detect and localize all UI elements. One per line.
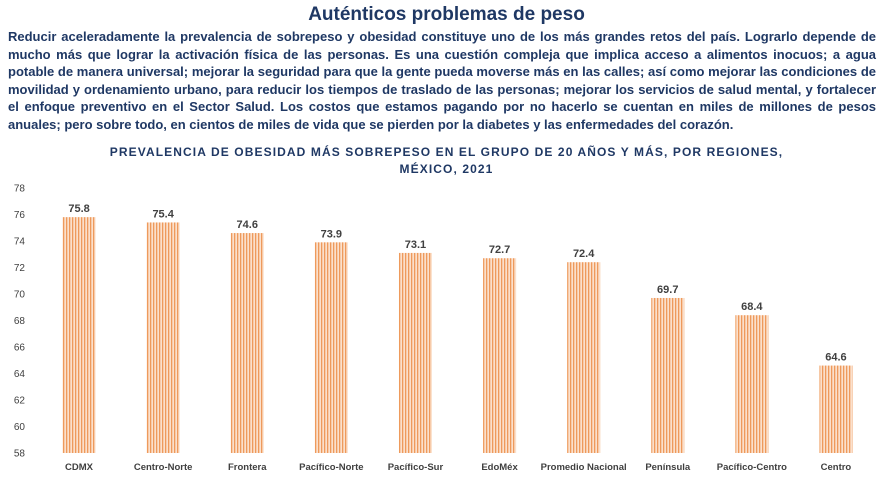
data-label: 74.6 [237, 219, 258, 231]
x-tick-label: CDMX [65, 462, 94, 473]
bar [819, 365, 853, 453]
data-label: 75.4 [152, 208, 174, 220]
x-tick-label: Promedio Nacional [541, 462, 627, 473]
y-tick-label: 72 [14, 263, 26, 274]
data-label: 68.4 [741, 301, 763, 313]
x-tick-label: Frontera [228, 462, 267, 473]
chart-title: PREVALENCIA DE OBESIDAD MÁS SOBREPESO EN… [0, 144, 893, 178]
y-axis: 58 60 62 64 66 68 70 72 74 76 78 [14, 184, 26, 460]
y-tick-label: 64 [14, 369, 26, 380]
data-label: 73.9 [321, 228, 342, 240]
x-tick-label: Península [645, 462, 691, 473]
bar [483, 258, 517, 453]
data-label: 72.7 [489, 244, 510, 256]
x-tick-label: EdoMéx [481, 462, 518, 473]
y-tick-label: 58 [14, 449, 26, 460]
y-tick-label: 68 [14, 316, 26, 327]
x-tick-label: Centro-Norte [134, 462, 193, 473]
y-tick-label: 66 [14, 343, 26, 354]
data-label: 73.1 [405, 239, 426, 251]
x-tick-label: Pacífico-Centro [717, 462, 787, 473]
headline: Auténticos problemas de peso [308, 4, 585, 25]
intro-paragraph: Reducir aceleradamente la prevalencia de… [8, 29, 876, 132]
x-tick-label: Centro [821, 462, 852, 473]
data-label: 69.7 [657, 284, 678, 296]
y-tick-label: 60 [14, 422, 26, 433]
y-tick-label: 62 [14, 396, 26, 407]
x-tick-label: Pacífico-Sur [388, 462, 444, 473]
bar [62, 217, 96, 453]
bar [314, 242, 348, 453]
chart-title-line-2: MÉXICO, 2021 [399, 162, 494, 176]
bar [146, 222, 180, 453]
bars: 75.8 75.4 74.6 73.9 73.1 72.7 72.4 69.7 68.4 64.6 [62, 203, 853, 453]
data-label: 75.8 [68, 203, 89, 215]
y-tick-label: 76 [14, 210, 26, 221]
bar [651, 297, 685, 453]
bar [735, 315, 769, 453]
bar [398, 252, 432, 453]
data-label: 64.6 [825, 352, 846, 364]
bar [567, 262, 601, 453]
x-tick-label: Pacífico-Norte [299, 462, 363, 473]
y-tick-label: 70 [14, 290, 26, 301]
y-tick-label: 78 [14, 184, 26, 195]
data-label: 72.4 [573, 248, 595, 260]
bar [230, 233, 264, 453]
x-axis: CDMX Centro-Norte Frontera Pacífico-Norte Pa… [65, 462, 851, 473]
y-tick-label: 74 [14, 237, 26, 248]
chart-title-line-1: PREVALENCIA DE OBESIDAD MÁS SOBREPESO EN… [109, 145, 784, 159]
